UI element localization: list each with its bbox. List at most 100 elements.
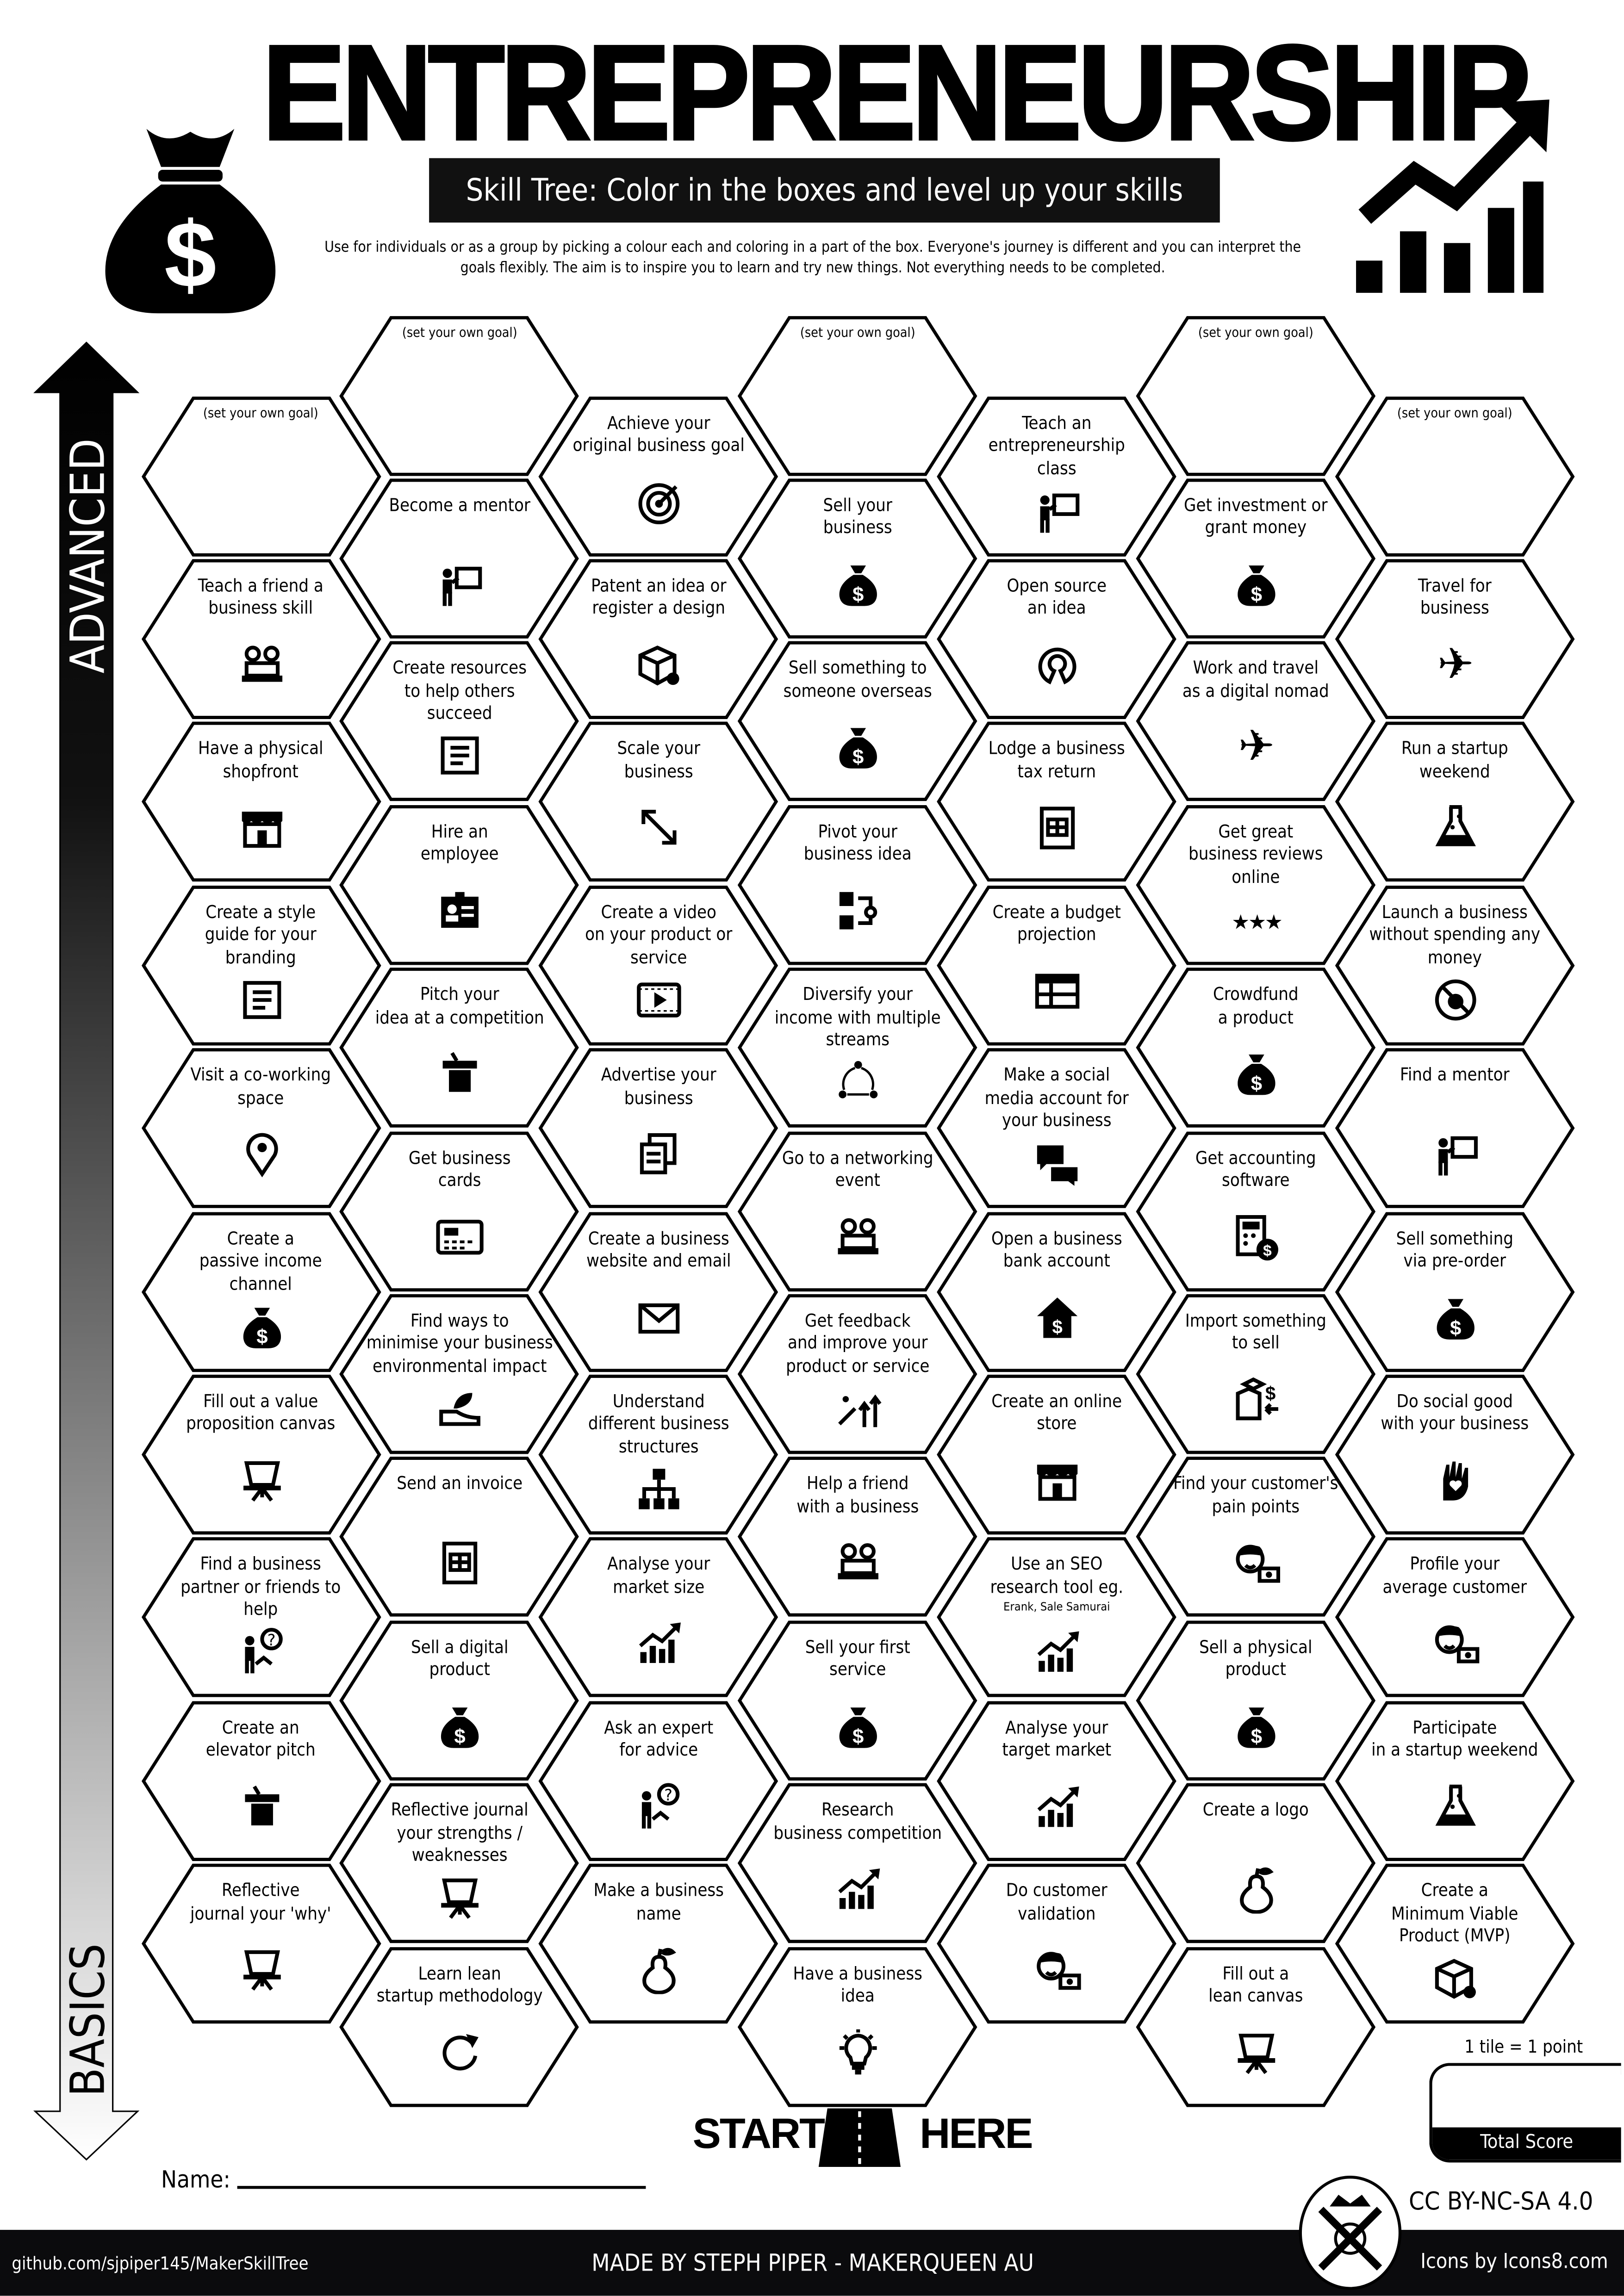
skill-tile[interactable]: Learn lean startup methodology [339,1945,580,2108]
skill-tile[interactable]: Patent an idea or register a design [538,558,779,720]
skill-tile[interactable]: Sell your business $ [737,477,978,639]
custom-goal-tile[interactable]: (set your own goal) [737,314,978,477]
custom-goal-tile[interactable]: (set your own goal) [140,395,381,557]
skill-tile[interactable]: Get business cards [339,1129,580,1292]
skill-tile[interactable]: Find a business partner or friends to he… [140,1536,381,1699]
tile-label: Profile your average customer [1360,1554,1549,1599]
skill-tile[interactable]: Go to a networking event [737,1129,978,1292]
skill-tile[interactable]: Have a physical shopfront [140,721,381,883]
skill-tile[interactable]: Create a logo [1135,1782,1376,1944]
svg-text:$: $ [256,1325,267,1347]
skill-tile[interactable]: Create a business website and email [538,1210,779,1372]
tile-label: Teach an entrepreneurship class [962,412,1151,480]
skill-tile[interactable]: Sell your first service $ [737,1619,978,1781]
tile-label-text: Fill out a lean canvas [1208,1962,1303,2006]
skill-tile[interactable]: Do social good with your business [1334,1373,1575,1536]
skill-tile[interactable]: Sell something to someone overseas $ [737,640,978,803]
skill-tile[interactable]: Become a mentor [339,477,580,639]
skill-tile[interactable]: Import something to sell $ [1135,1293,1376,1455]
skill-tile[interactable]: Achieve your original business goal [538,395,779,557]
skill-tile[interactable]: Participate in a startup weekend [1334,1700,1575,1862]
skill-tile[interactable]: Pitch your idea at a competition [339,967,580,1129]
name-field[interactable] [237,2186,646,2188]
skill-tile[interactable]: Fill out a value proposition canvas [140,1373,381,1536]
skill-tile[interactable]: Open source an idea [936,558,1177,720]
skill-tile[interactable]: Create a budget projection [936,884,1177,1046]
skill-tile[interactable]: Send an invoice [339,1456,580,1618]
skill-tile[interactable]: Analyse your market size [538,1536,779,1699]
skill-tile[interactable]: Create a passive income channel $ [140,1210,381,1372]
skill-tile[interactable]: Reflective journal your strengths / weak… [339,1782,580,1944]
skill-tile[interactable]: Find your customer's pain points [1135,1456,1376,1618]
skill-tile[interactable]: Get feedback and improve your product or… [737,1293,978,1455]
tile-label-text: Get great business reviews online [1188,821,1323,887]
skill-tile[interactable]: Sell something via pre-order $ [1334,1210,1575,1372]
hand-heart-icon [1431,1455,1481,1505]
skill-tile[interactable]: Create an online store [936,1373,1177,1536]
skill-tile[interactable]: Launch a business without spending any m… [1334,884,1575,1046]
skill-tile[interactable]: Hire an employee [339,803,580,966]
skill-tile[interactable]: Understand different business structures [538,1373,779,1536]
skill-tile[interactable]: Get investment or grant money $ [1135,477,1376,639]
open-source-icon [1033,639,1083,689]
skill-tile[interactable]: Create a Minimum Viable Product (MVP) [1334,1862,1575,2025]
hexagon-outline [141,1048,381,1209]
skill-tile[interactable]: Create resources to help others succeed [339,640,580,803]
skill-tile[interactable]: Do customer validation [936,1862,1177,2025]
skill-tile[interactable]: Analyse your target market [936,1700,1177,1862]
skill-tile[interactable]: Research business competition [737,1782,978,1944]
skill-tile[interactable]: Get great business reviews online ★★★★★ [1135,803,1376,966]
skill-tile[interactable]: Create a video on your product or servic… [538,884,779,1046]
resize-diagonal-icon [635,803,684,853]
skill-tile[interactable]: Reflective journal your 'why' [140,1862,381,2025]
hexagon-outline [937,396,1177,556]
tile-label: Import something to sell [1161,1310,1350,1356]
copy-icon [635,1129,684,1179]
hexagon-outline [539,396,779,556]
skill-tile[interactable]: Open a business bank account $ [936,1210,1177,1372]
hexagon-outline [141,1700,381,1861]
tile-label-text: Launch a business without spending any m… [1369,901,1541,968]
tile-label: Crowdfund a product [1161,984,1350,1030]
tile-label: Go to a networking event [763,1147,952,1192]
skill-tile[interactable]: Work and travel as a digital nomad ✈ [1135,640,1376,803]
skill-tile[interactable]: Sell a physical product $ [1135,1619,1376,1781]
total-score-box[interactable]: Total Score [1429,2063,1621,2163]
skill-tile[interactable]: Make a business name [538,1862,779,2025]
skill-tile[interactable]: Get accounting software $ [1135,1129,1376,1292]
license-text: CC BY-NC-SA 4.0 [1408,2187,1593,2217]
skill-tile[interactable]: Sell a digital product $ [339,1619,580,1781]
custom-goal-tile[interactable]: (set your own goal) [339,314,580,477]
skill-tile[interactable]: Find a mentor [1334,1047,1575,1210]
tile-label-text: Pivot your business idea [803,821,912,864]
skill-tile[interactable]: Fill out a lean canvas [1135,1945,1376,2108]
skill-tile[interactable]: Teach an entrepreneurship class [936,395,1177,557]
skill-tile[interactable]: Teach a friend a business skill [140,558,381,720]
easel-icon [1232,2027,1282,2077]
skill-tile[interactable]: Profile your average customer [1334,1536,1575,1699]
icons-credit[interactable]: Icons by Icons8.com [1420,2250,1608,2274]
skill-tile[interactable]: Ask an expert for advice? [538,1700,779,1862]
skill-tile[interactable]: Have a business idea [737,1945,978,2108]
skill-tile[interactable]: Create a style guide for your branding [140,884,381,1046]
skill-tile[interactable]: Visit a co-working space [140,1047,381,1210]
tile-label: Create a video on your product or servic… [564,901,753,969]
tile-label: Sell a physical product [1161,1637,1350,1682]
github-link[interactable]: github.com/sjpiper145/MakerSkillTree [12,2253,309,2274]
skill-tile[interactable]: Diversify your income with multiple stre… [737,967,978,1129]
skill-tile[interactable]: Make a social media account for your bus… [936,1047,1177,1210]
money-bag-icon: $ [1232,1049,1282,1098]
custom-goal-tile[interactable]: (set your own goal) [1135,314,1376,477]
skill-tile[interactable]: Help a friend with a business [737,1456,978,1618]
skill-tile[interactable]: Run a startup weekend [1334,721,1575,883]
skill-tile[interactable]: Travel for business ✈ [1334,558,1575,720]
skill-tile[interactable]: Scale your business [538,721,779,883]
skill-tile[interactable]: Pivot your business idea [737,803,978,966]
custom-goal-tile[interactable]: (set your own goal) [1334,395,1575,557]
skill-tile[interactable]: Create an elevator pitch [140,1700,381,1862]
skill-tile[interactable]: Crowdfund a product $ [1135,967,1376,1129]
skill-tile[interactable]: Find ways to minimise your business envi… [339,1293,580,1455]
skill-tile[interactable]: Advertise your business [538,1047,779,1210]
skill-tile[interactable]: Lodge a business tax return [936,721,1177,883]
skill-tile[interactable]: Use an SEO research tool eg. Erank, Sale … [936,1536,1177,1699]
